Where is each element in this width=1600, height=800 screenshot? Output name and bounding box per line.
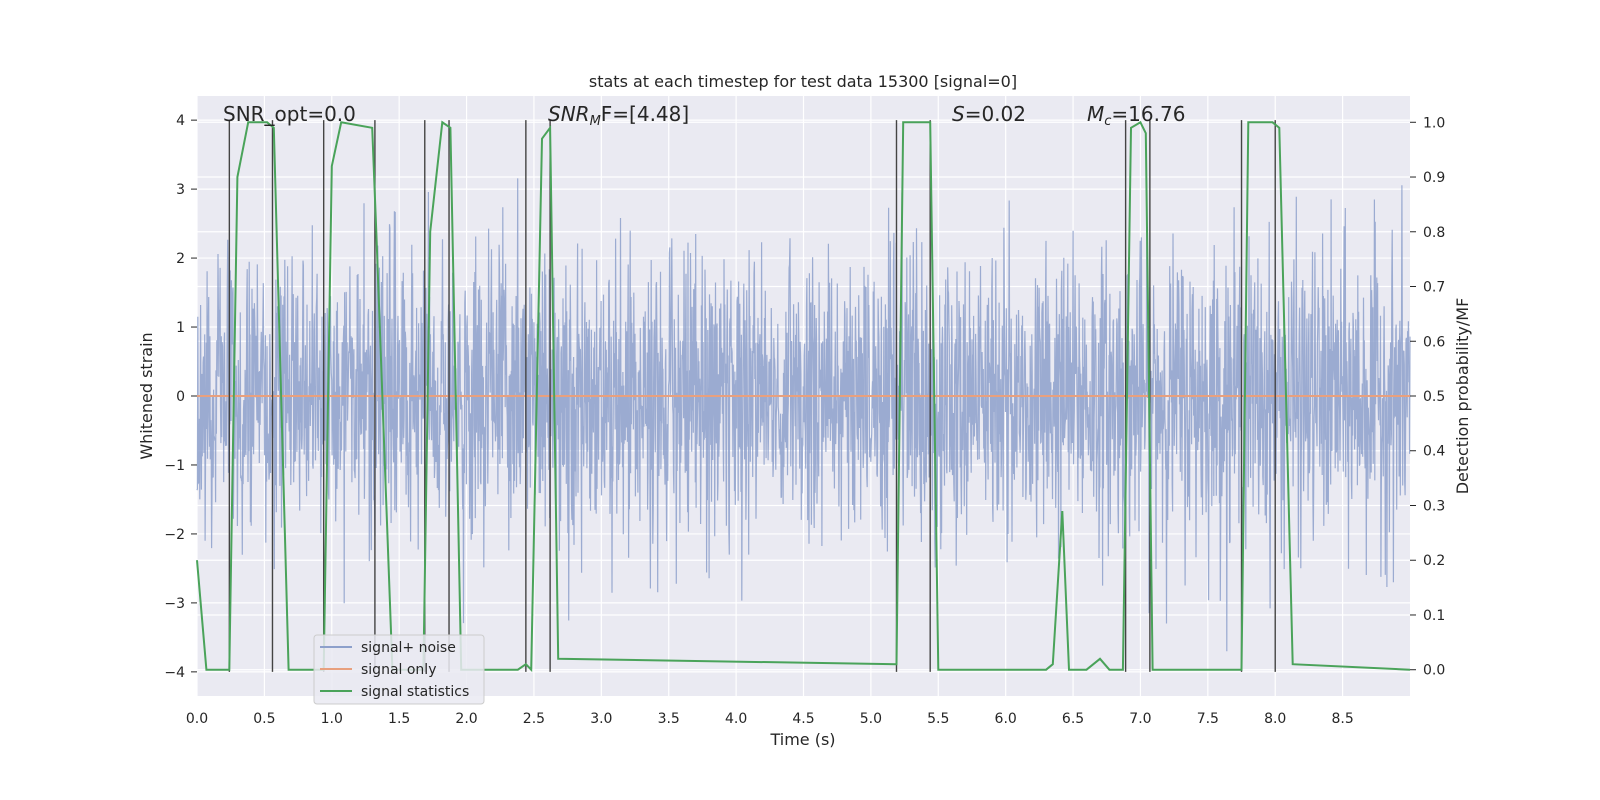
noise-series bbox=[196, 178, 1411, 652]
y2-tick-label-3: 0.7 bbox=[1423, 280, 1445, 296]
x-tick-label-14: 7.0 bbox=[1129, 711, 1151, 727]
annotation-snr-opt: SNR_opt=0.0 bbox=[223, 102, 356, 126]
y2-tick-label-1: 0.9 bbox=[1423, 170, 1445, 186]
noise-waveform bbox=[196, 178, 1411, 652]
y2-tick-label-7: 0.3 bbox=[1423, 498, 1445, 514]
y2-tick-label-2: 0.8 bbox=[1423, 225, 1445, 241]
y2-axis-label: Detection probability/MF bbox=[1453, 298, 1472, 495]
y-tick-label-7: −3 bbox=[164, 596, 185, 612]
y-tick-label-3: 1 bbox=[176, 320, 185, 336]
y2-tick-label-10: 0.0 bbox=[1423, 663, 1445, 679]
annotation-snr-mf: SNRMF=[4.48] bbox=[548, 102, 689, 129]
y-tick-label-2: 2 bbox=[176, 251, 185, 267]
y2-tick-label-8: 0.2 bbox=[1423, 553, 1445, 569]
legend-label-signal: signal only bbox=[361, 662, 436, 678]
y2-tick-label-0: 1.0 bbox=[1423, 115, 1445, 131]
y-tick-label-0: 4 bbox=[176, 113, 185, 129]
x-tick-label-11: 5.5 bbox=[927, 711, 949, 727]
s-symbol: S bbox=[952, 102, 965, 126]
y-tick-label-6: −2 bbox=[164, 527, 185, 543]
x-tick-label-10: 5.0 bbox=[860, 711, 882, 727]
y-tick-label-1: 3 bbox=[176, 182, 185, 198]
snr-mf-value: F=[4.48] bbox=[601, 102, 689, 126]
x-tick-label-6: 3.0 bbox=[590, 711, 612, 727]
x-tick-label-5: 2.5 bbox=[523, 711, 545, 727]
x-tick-label-7: 3.5 bbox=[658, 711, 680, 727]
mc-value: =16.76 bbox=[1111, 102, 1185, 126]
y2-axis-ticks: 1.0 0.9 0.8 0.7 0.6 0.5 0.4 0.3 0.2 0.1 0.0 bbox=[1410, 115, 1445, 679]
legend: signal+ noise signal only signal statist… bbox=[313, 634, 485, 705]
x-tick-label-8: 4.0 bbox=[725, 711, 747, 727]
legend-label-stats: signal statistics bbox=[361, 684, 469, 700]
s-value: =0.02 bbox=[965, 102, 1026, 126]
x-tick-label-0: 0.0 bbox=[186, 711, 208, 727]
marker-lines bbox=[228, 120, 1276, 672]
snr-mf-subscript: M bbox=[590, 114, 601, 129]
x-tick-label-15: 7.5 bbox=[1197, 711, 1219, 727]
mc-symbol: M bbox=[1087, 102, 1104, 126]
y-tick-label-4: 0 bbox=[176, 389, 185, 405]
y2-tick-label-6: 0.4 bbox=[1423, 444, 1445, 460]
y-axis-label: Whitened strain bbox=[137, 332, 156, 459]
y2-tick-label-5: 0.5 bbox=[1423, 389, 1445, 405]
annotation-mc: Mc=16.76 bbox=[1087, 102, 1185, 129]
x-tick-label-4: 2.0 bbox=[455, 711, 477, 727]
x-tick-label-2: 1.0 bbox=[321, 711, 343, 727]
legend-label-noise: signal+ noise bbox=[361, 640, 456, 656]
mc-subscript: c bbox=[1104, 114, 1111, 129]
y2-tick-label-4: 0.6 bbox=[1423, 334, 1445, 350]
x-tick-label-1: 0.5 bbox=[253, 711, 275, 727]
x-axis-ticks: 0.0 0.5 1.0 1.5 2.0 2.5 3.0 3.5 4.0 4.5 5.0 5.5 6.0 6… bbox=[186, 711, 1354, 727]
x-tick-label-9: 4.5 bbox=[792, 711, 814, 727]
y-tick-label-5: −1 bbox=[164, 458, 185, 474]
x-tick-label-12: 6.0 bbox=[995, 711, 1017, 727]
y2-tick-label-9: 0.1 bbox=[1423, 608, 1445, 624]
x-tick-label-13: 6.5 bbox=[1062, 711, 1084, 727]
x-axis-label: Time (s) bbox=[769, 730, 835, 749]
snr-mf-symbol: SNR bbox=[548, 102, 590, 126]
chart-title: stats at each timestep for test data 153… bbox=[589, 72, 1017, 91]
legend-box bbox=[313, 634, 485, 705]
x-tick-label-16: 8.0 bbox=[1264, 711, 1286, 727]
annotation-s: S=0.02 bbox=[952, 102, 1026, 126]
y-tick-label-8: −4 bbox=[164, 665, 185, 681]
y-axis-ticks: 4 3 2 1 0 −1 −2 −3 −4 bbox=[164, 113, 197, 681]
x-tick-label-17: 8.5 bbox=[1331, 711, 1353, 727]
x-tick-label-3: 1.5 bbox=[388, 711, 410, 727]
